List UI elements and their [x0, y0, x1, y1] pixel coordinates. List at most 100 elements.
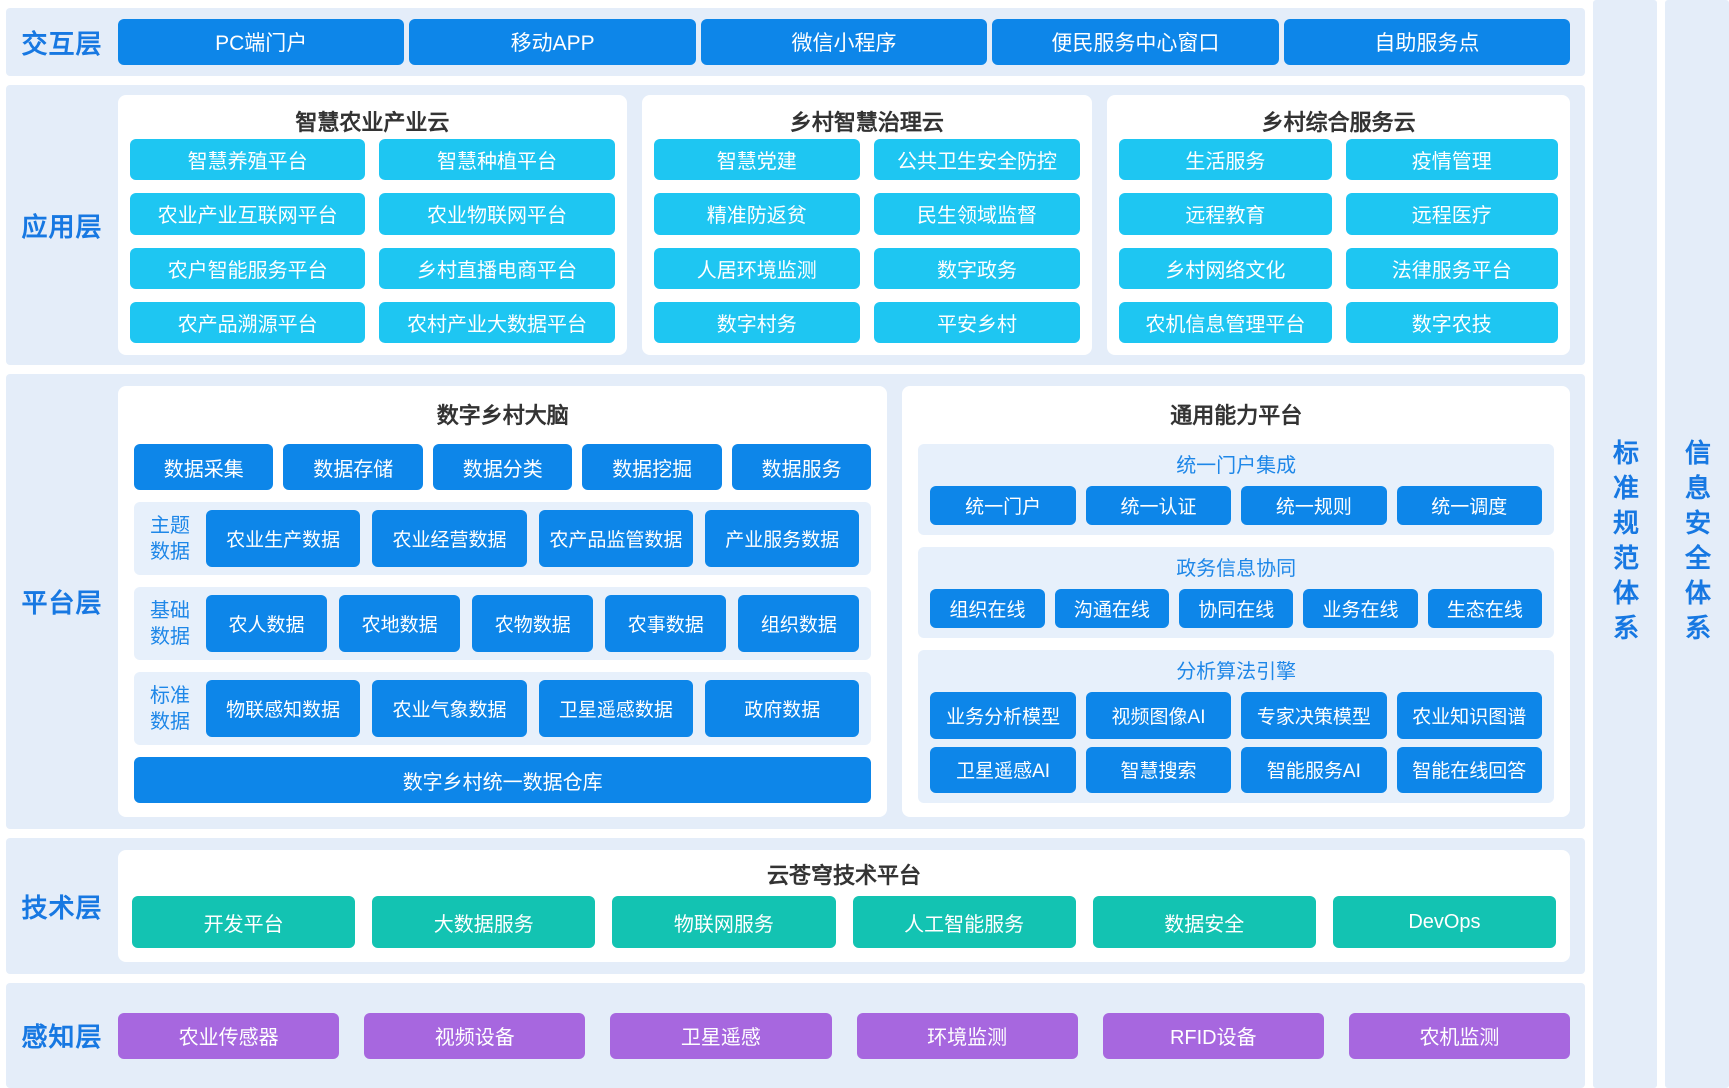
capability-row: 组织在线 沟通在线 协同在线 业务在线 生态在线 — [930, 589, 1543, 629]
interaction-layer-label: 交互层 — [21, 28, 103, 59]
platform-layer-label: 平台层 — [21, 588, 103, 618]
village-service-cloud-panel: 乡村综合服务云 生活服务 疫情管理 远程教育 远程医疗 乡村网络文化 法律服务平… — [1107, 95, 1571, 355]
interaction-channel-block: PC端门户 — [118, 19, 405, 65]
app-block: 远程医疗 — [1345, 193, 1559, 235]
theme-data-group: 主题数据 农业生产数据 农业经营数据 农产品监管数据 产业服务数据 — [134, 502, 872, 575]
tech-block: 物联网服务 — [612, 896, 836, 948]
interaction-channel-block: 自助服务点 — [1283, 19, 1571, 65]
perception-device-block: 卫星遥感 — [610, 1012, 832, 1059]
technology-layer-band: 技术层 云苍穹技术平台 开发平台 大数据服务 物联网服务 人工智能服务 数据安全… — [6, 838, 1585, 974]
technology-layer-content: 云苍穹技术平台 开发平台 大数据服务 物联网服务 人工智能服务 数据安全 Dev… — [118, 838, 1585, 974]
interaction-channel-block: 微信小程序 — [700, 19, 988, 65]
interaction-channel-block: 移动APP — [409, 19, 696, 65]
perception-layer-label: 感知层 — [21, 1022, 103, 1052]
app-block: 农产品溯源平台 — [130, 301, 366, 343]
app-block: 人居环境监测 — [653, 247, 860, 289]
cloud-block-grid: 智慧党建 公共卫生安全防控 精准防返贫 民生领域监督 人居环境监测 数字政务 数… — [653, 139, 1081, 343]
digital-village-brain-panel: 数字乡村大脑 数据采集 数据存储 数据分类 数据挖掘 数据服务 主题数据 农业生… — [118, 386, 888, 817]
section-heading: 统一门户集成 — [1176, 454, 1297, 477]
platform-layer-band: 平台层 数字乡村大脑 数据采集 数据存储 数据分类 数据挖掘 数据服务 主题数据… — [6, 374, 1585, 829]
app-block: 数字政务 — [873, 247, 1081, 289]
data-pipeline-block: 数据采集 — [134, 444, 274, 490]
tech-block: DevOps — [1332, 896, 1557, 948]
agriculture-industry-cloud-panel: 智慧农业产业云 智慧养殖平台 智慧种植平台 农业产业互联网平台 农业物联网平台 … — [118, 95, 627, 355]
data-pipeline-block: 数据分类 — [432, 444, 573, 490]
common-capability-panel: 通用能力平台 统一门户集成 统一门户 统一认证 统一规则 统一调度 政务信息协同 — [902, 386, 1570, 817]
capability-block: 专家决策模型 — [1241, 692, 1387, 739]
basic-data-group: 基础数据 农人数据 农地数据 农物数据 农事数据 组织数据 — [134, 587, 872, 660]
app-block: 公共卫生安全防控 — [873, 139, 1081, 181]
data-block: 卫星遥感数据 — [538, 680, 694, 737]
data-block: 农地数据 — [339, 595, 461, 652]
data-pipeline-row: 数据采集 数据存储 数据分类 数据挖掘 数据服务 — [134, 444, 872, 490]
data-group-label: 基础数据 — [150, 599, 190, 648]
application-layer-content: 智慧农业产业云 智慧养殖平台 智慧种植平台 农业产业互联网平台 农业物联网平台 … — [118, 85, 1585, 365]
data-block: 产业服务数据 — [705, 510, 860, 567]
capability-block: 智慧搜索 — [1085, 746, 1232, 794]
perception-device-block: 农业传感器 — [118, 1012, 340, 1059]
app-block: 疫情管理 — [1345, 139, 1559, 181]
panel-title: 乡村智慧治理云 — [789, 110, 944, 135]
application-layer-band: 应用层 智慧农业产业云 智慧养殖平台 智慧种植平台 农业产业互联网平台 农业物联… — [6, 85, 1585, 365]
data-block: 农产品监管数据 — [538, 510, 694, 567]
capability-row: 统一门户 统一认证 统一规则 统一调度 — [930, 486, 1543, 526]
capability-block: 统一门户 — [930, 486, 1076, 526]
standard-data-group: 标准数据 物联感知数据 农业气象数据 卫星遥感数据 政府数据 — [134, 672, 872, 745]
app-block: 乡村直播电商平台 — [379, 247, 615, 289]
village-governance-cloud-panel: 乡村智慧治理云 智慧党建 公共卫生安全防控 精准防返贫 民生领域监督 人居环境监… — [641, 95, 1093, 355]
capability-row: 卫星遥感AI 智慧搜索 智能服务AI 智能在线回答 — [930, 746, 1543, 794]
section-heading: 分析算法引擎 — [1176, 660, 1297, 683]
section-heading: 政务信息协同 — [1176, 557, 1297, 580]
standards-system-bar: 标准规范体系 — [1593, 0, 1657, 1088]
tech-block-row: 开发平台 大数据服务 物联网服务 人工智能服务 数据安全 DevOps — [132, 896, 1557, 948]
capability-block: 业务分析模型 — [930, 692, 1076, 739]
cloud-block-grid: 智慧养殖平台 智慧种植平台 农业产业互联网平台 农业物联网平台 农户智能服务平台… — [130, 139, 615, 343]
cloud-block-grid: 生活服务 疫情管理 远程教育 远程医疗 乡村网络文化 法律服务平台 农机信息管理… — [1119, 139, 1559, 343]
data-block: 农物数据 — [472, 595, 594, 652]
perception-layer-content: 农业传感器 视频设备 卫星遥感 环境监测 RFID设备 农机监测 — [118, 983, 1585, 1088]
app-block: 生活服务 — [1119, 139, 1332, 181]
perception-layer-band: 感知层 农业传感器 视频设备 卫星遥感 环境监测 RFID设备 农机监测 — [6, 983, 1585, 1088]
tech-block: 数据安全 — [1092, 896, 1316, 948]
tech-block: 开发平台 — [132, 896, 356, 948]
app-block: 农村产业大数据平台 — [379, 301, 615, 343]
data-block: 农业生产数据 — [206, 510, 361, 567]
capability-block: 协同在线 — [1179, 589, 1294, 629]
technology-layer-label: 技术层 — [21, 892, 103, 923]
app-block: 智慧养殖平台 — [130, 139, 366, 181]
perception-device-block: 视频设备 — [364, 1012, 586, 1059]
capability-block: 组织在线 — [930, 589, 1045, 629]
panel-title: 云苍穹技术平台 — [766, 863, 921, 888]
interaction-layer-band: 交互层 PC端门户 移动APP 微信小程序 便民服务中心窗口 自助服务点 — [6, 8, 1585, 76]
data-warehouse-bar: 数字乡村统一数据仓库 — [134, 757, 872, 803]
app-block: 精准防返贫 — [653, 193, 860, 235]
capability-block: 统一调度 — [1396, 486, 1543, 526]
app-block: 农机信息管理平台 — [1119, 301, 1332, 343]
app-block: 智慧党建 — [653, 139, 860, 181]
data-block: 农人数据 — [206, 595, 328, 652]
app-block: 数字村务 — [653, 301, 860, 343]
capability-row: 业务分析模型 视频图像AI 专家决策模型 农业知识图谱 — [930, 692, 1543, 739]
data-block: 组织数据 — [738, 595, 860, 652]
panel-title: 智慧农业产业云 — [295, 110, 450, 135]
panel-title: 通用能力平台 — [1170, 403, 1303, 428]
capability-block: 视频图像AI — [1085, 692, 1232, 739]
app-block: 数字农技 — [1345, 301, 1559, 343]
data-block: 农业经营数据 — [372, 510, 527, 567]
panel-title: 乡村综合服务云 — [1261, 110, 1416, 135]
data-block: 政府数据 — [705, 680, 860, 737]
data-block: 农事数据 — [605, 595, 727, 652]
standards-system-label: 标准规范体系 — [1609, 439, 1640, 649]
perception-device-block: RFID设备 — [1102, 1012, 1324, 1059]
platform-layer-content: 数字乡村大脑 数据采集 数据存储 数据分类 数据挖掘 数据服务 主题数据 农业生… — [118, 374, 1585, 829]
data-block: 农业气象数据 — [372, 680, 527, 737]
data-pipeline-block: 数据服务 — [731, 444, 872, 490]
capability-block: 农业知识图谱 — [1396, 692, 1543, 739]
app-block: 民生领域监督 — [873, 193, 1081, 235]
capability-block: 统一认证 — [1085, 486, 1232, 526]
panel-title: 数字乡村大脑 — [436, 403, 569, 428]
capability-block: 智能在线回答 — [1396, 746, 1543, 794]
tech-block: 人工智能服务 — [852, 896, 1076, 948]
capability-block: 沟通在线 — [1054, 589, 1170, 629]
